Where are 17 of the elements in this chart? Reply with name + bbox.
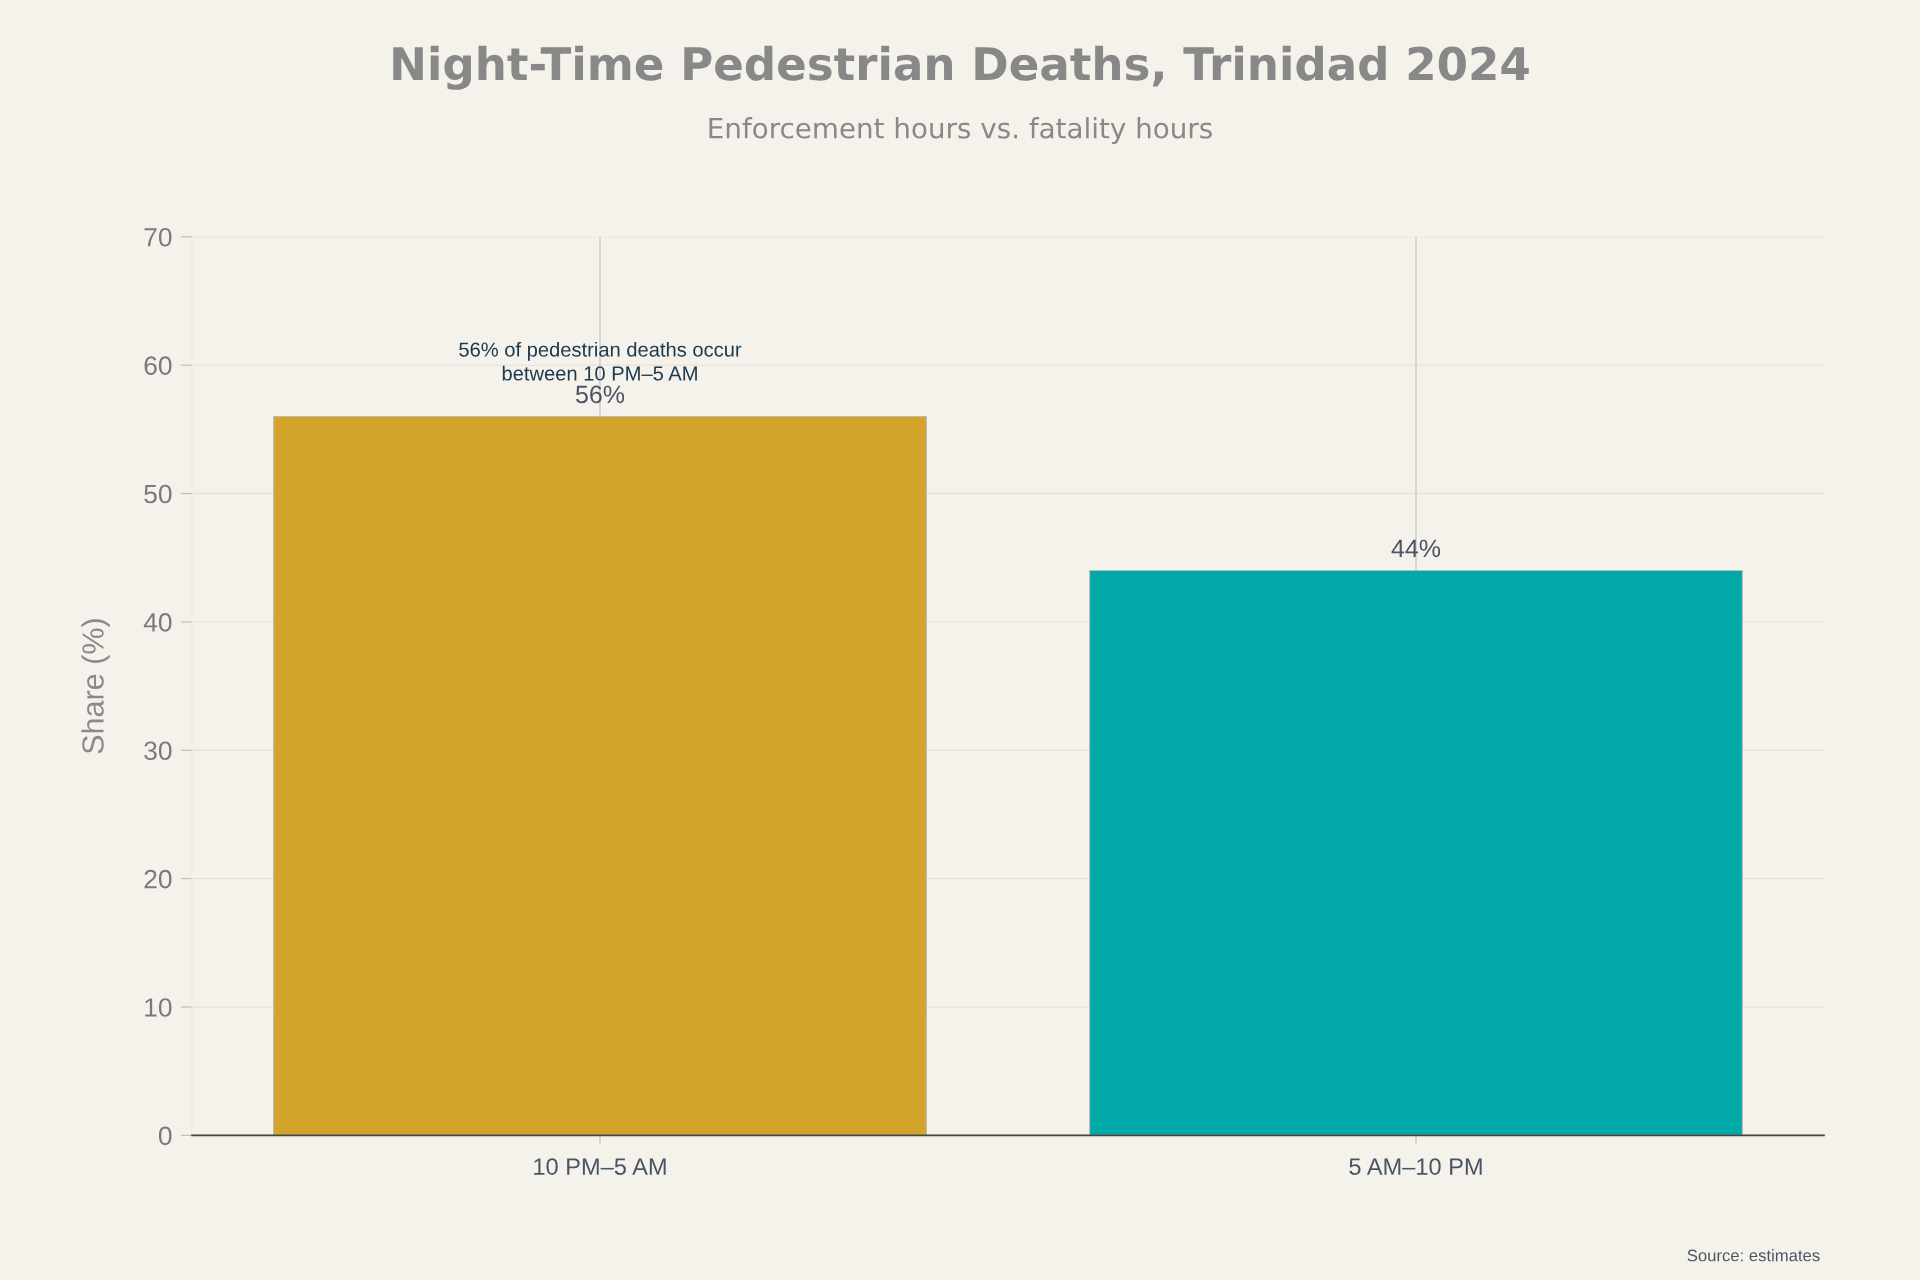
x-tick-label: 5 AM–10 PM (1349, 1158, 1482, 1175)
y-tick-label: 20 (144, 869, 172, 889)
y-tick-label: 10 (145, 998, 172, 1017)
source-note: Source: estimates (1687, 1249, 1820, 1262)
data-label: 56% (575, 385, 625, 404)
y-tick-label: 60 (144, 356, 172, 375)
y-tick-label: 0 (158, 1126, 172, 1146)
data-label: 44% (1391, 539, 1441, 558)
y-tick-label: 50 (144, 484, 172, 504)
x-tick-label: 10 PM–5 AM (534, 1158, 666, 1175)
y-tick-label: 70 (144, 227, 172, 247)
y-axis-title: Share (%) (81, 619, 110, 754)
y-tick-label: 30 (144, 741, 172, 761)
chart-title: Night-Time Pedestrian Deaths, Trinidad 2024 (393, 45, 1529, 90)
chart-subtitle: Enforcement hours vs. fatality hours (709, 117, 1212, 144)
y-tick-label: 40 (143, 613, 172, 632)
annotation: 56% of pedestrian deaths occur between 10 PM–5 AM (459, 341, 742, 381)
